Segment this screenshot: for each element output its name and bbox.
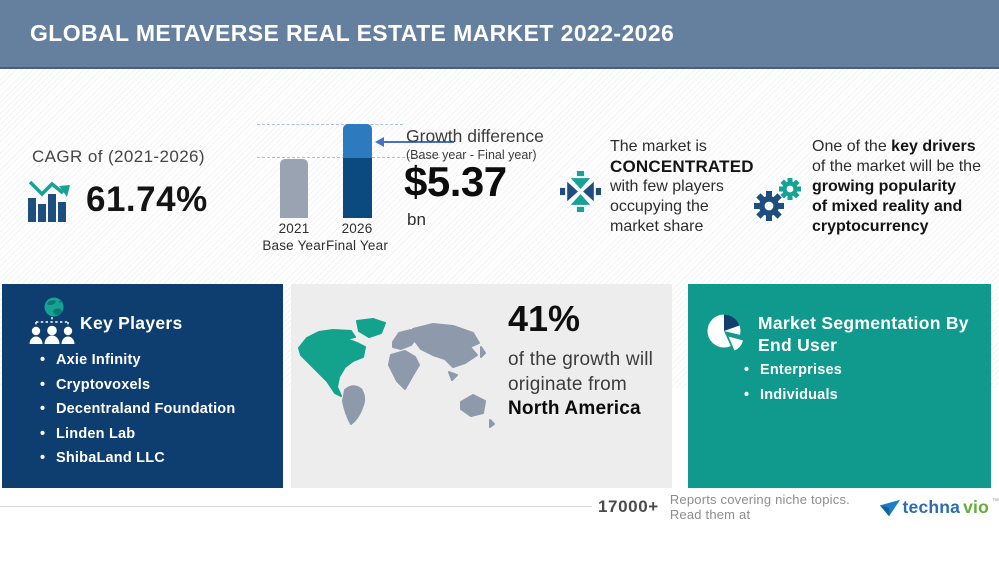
converging-arrows-icon <box>560 171 601 212</box>
bullet-dot: • <box>40 401 46 417</box>
key-players-title: Key Players <box>80 313 183 333</box>
header-bar: GLOBAL METAVERSE REAL ESTATE MARKET 2022… <box>0 0 999 69</box>
concentration-line5: market share <box>610 218 704 235</box>
dashed-guide-top <box>257 124 403 125</box>
cagr-value: 61.74% <box>86 180 208 219</box>
region-line1: of the growth will <box>508 349 654 370</box>
bullet-dot: • <box>744 386 750 403</box>
region-line2: originate from <box>508 373 627 395</box>
annotation-arrow-line <box>384 141 454 143</box>
bar-chart-trend-icon <box>28 180 70 222</box>
key-players-list: • Axie Infinity • Cryptovoxels • Decentrala… <box>40 352 235 475</box>
bar-2026-year-label: 2026 <box>341 221 373 236</box>
list-item: • Enterprises <box>744 362 842 378</box>
brand-name-green: vio <box>963 496 989 517</box>
page-title: GLOBAL METAVERSE REAL ESTATE MARKET 2022… <box>30 20 675 46</box>
bar-2026 <box>343 124 372 218</box>
pie-chart-icon <box>707 314 743 351</box>
bullet-dot: • <box>744 362 750 378</box>
footer: 17000+ Reports covering niche topics. Re… <box>598 492 999 522</box>
footer-divider <box>0 506 592 507</box>
segmentation-panel: Market Segmentation By End User • Enterpr… <box>688 284 991 488</box>
region-share-text: of the growth will originate from North … <box>508 348 653 422</box>
segmentation-title: Market Segmentation By End User <box>758 313 969 355</box>
list-item: • Individuals <box>744 386 838 403</box>
cagr-label: CAGR of (2021-2026) <box>32 147 205 166</box>
drivers-line2: of the market will be the <box>812 158 981 175</box>
bar-2021-year-label: 2021 <box>278 221 310 236</box>
list-item: • Linden Lab <box>40 425 136 442</box>
region-growth-panel: 41% of the growth will originate from No… <box>291 284 672 488</box>
list-item: • Axie Infinity <box>40 352 141 368</box>
concentration-line2: CONCENTRATED <box>610 157 754 176</box>
reports-count: 17000+ <box>598 497 659 516</box>
region-share-value: 41% <box>508 298 581 339</box>
region-name: North America <box>508 398 641 419</box>
list-item: • Decentraland Foundation <box>40 401 236 417</box>
market-concentration-text: The market is CONCENTRATED with few play… <box>610 137 770 237</box>
world-map <box>298 318 495 428</box>
bar-2026-caption: Final Year <box>325 238 389 253</box>
technavio-logo[interactable]: techna vio ™ <box>879 496 999 518</box>
drivers-line1: One of the key drivers <box>812 138 976 155</box>
other-continents <box>342 323 495 428</box>
bar-2026-base-segment <box>343 158 372 218</box>
bar-2021-caption: Base Year <box>262 238 326 253</box>
footer-caption: Reports covering niche topics. Read them… <box>669 492 850 522</box>
list-item: • ShibaLand LLC <box>40 450 165 466</box>
org-chart-globe-icon <box>29 297 75 344</box>
bullet-dot: • <box>40 352 46 368</box>
concentration-line1: The market is <box>610 138 707 155</box>
drivers-line4: of mixed reality and <box>812 198 963 215</box>
bar-2026-growth-segment <box>343 124 372 158</box>
bar-2021 <box>280 159 308 218</box>
drivers-line3: growing popularity <box>812 178 956 195</box>
growth-difference-unit: bn <box>407 210 426 229</box>
growth-difference-subtitle: (Base year - Final year) <box>406 148 537 162</box>
annotation-arrowhead <box>375 137 384 147</box>
segmentation-list: • Enterprises • Individuals <box>744 362 842 411</box>
technavio-arrow-icon <box>879 499 900 516</box>
trademark-symbol: ™ <box>992 497 999 505</box>
brand-name-blue: techna <box>902 496 961 517</box>
bullet-dot: • <box>40 425 46 442</box>
growth-difference-value: $5.37 <box>404 158 507 205</box>
key-drivers-text: One of the key drivers of the market wil… <box>812 137 998 237</box>
concentration-line3: with few players <box>610 178 724 195</box>
gears-icon <box>754 178 801 221</box>
growth-difference-title: Growth difference <box>406 126 544 146</box>
bullet-dot: • <box>40 450 46 466</box>
key-players-panel: Key Players • Axie Infinity • Cryptovoxels… <box>2 284 283 488</box>
north-america-highlight <box>298 318 386 397</box>
bullet-dot: • <box>40 376 46 393</box>
concentration-line4: occupying the <box>610 198 709 215</box>
drivers-line5: cryptocurrency <box>812 218 929 235</box>
list-item: • Cryptovoxels <box>40 376 151 393</box>
